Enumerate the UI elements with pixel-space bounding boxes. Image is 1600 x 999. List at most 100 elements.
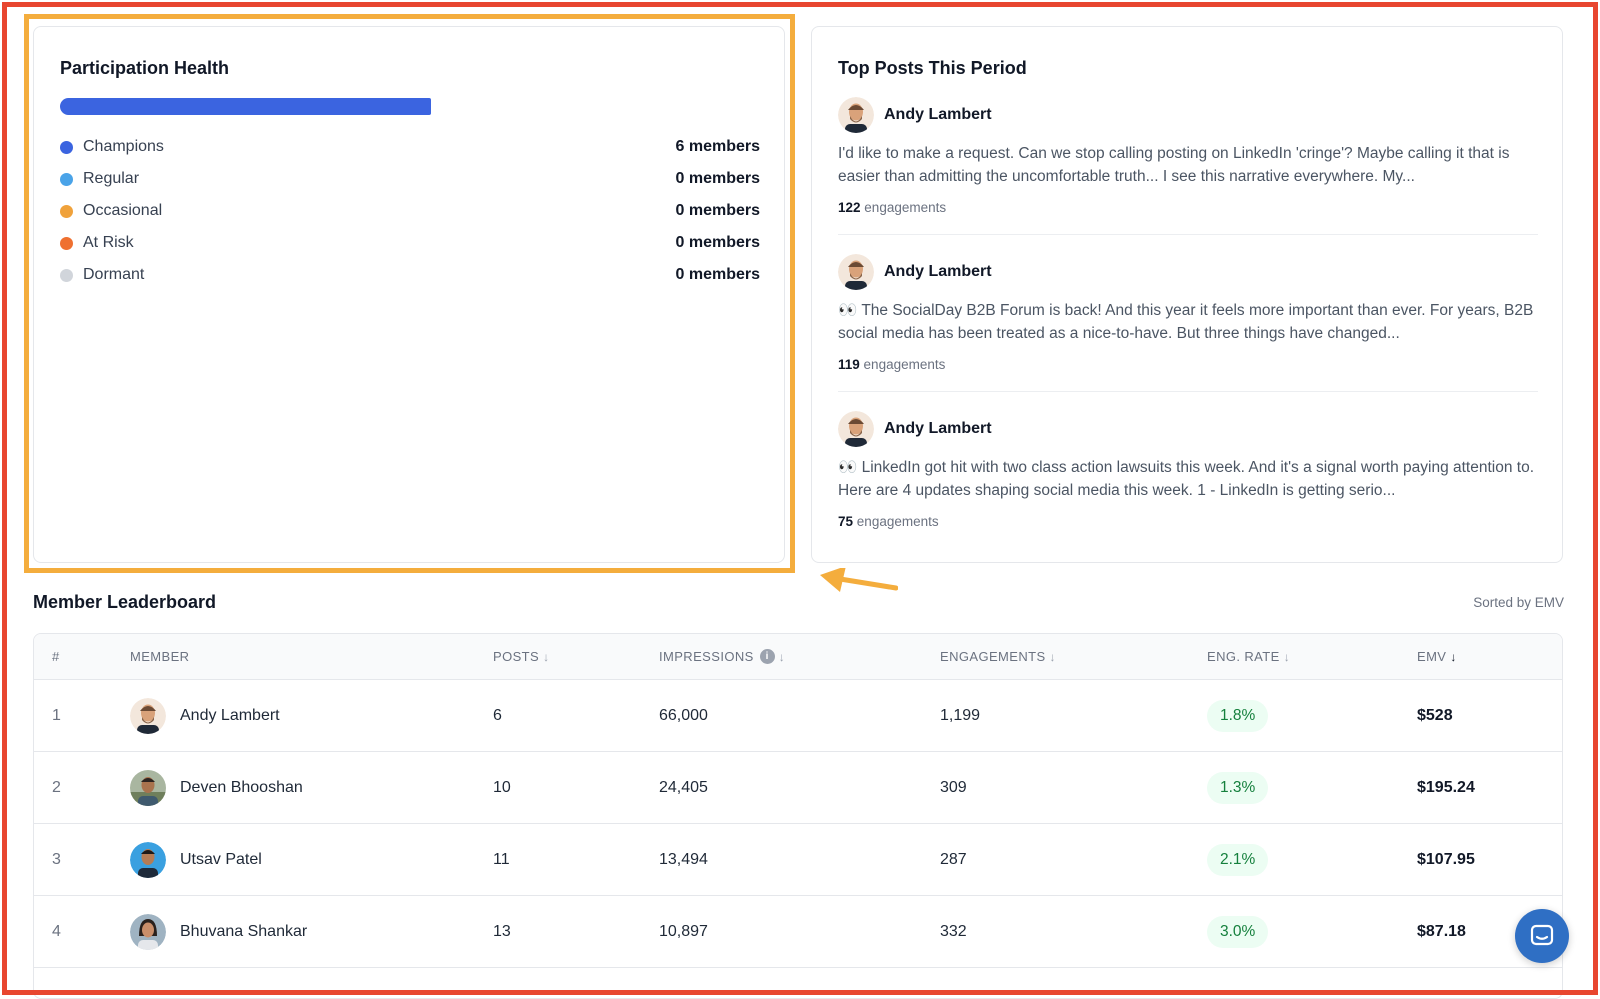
column-rank: # [52,649,60,664]
post-author[interactable]: Andy Lambert [884,263,992,280]
legend-row-dormant: Dormant 0 members [60,259,760,291]
legend-dot-dormant [60,268,73,282]
legend-dot-champions [60,140,73,154]
sort-arrow-active-icon: ↓ [1450,650,1457,664]
column-posts[interactable]: Posts ↓ [493,649,659,664]
eng-rate-badge: 1.3% [1207,771,1269,804]
eng-rate-badge: 3.0% [1207,915,1269,948]
engagement-count: 122 [838,200,861,215]
avatar [130,913,166,950]
engagement-count: 119 [838,357,860,372]
sort-arrow-icon: ↓ [543,650,550,664]
avatar [130,769,166,806]
leaderboard-title: Member Leaderboard [33,592,217,612]
post-item[interactable]: Andy Lambert I'd like to make a request.… [838,97,1538,215]
legend-row-at-risk: At Risk 0 members [60,227,760,259]
top-posts-card: Top Posts This Period Andy Lambert I'd l… [811,26,1563,563]
member-name[interactable]: Andy Lambert [180,706,280,724]
row-engagements: 287 [940,850,967,868]
row-member: Andy Lambert [130,697,493,734]
row-posts: 13 [493,922,511,940]
column-label: Eng. Rate [1207,649,1280,664]
post-engagements: 119 engagements [838,357,1538,372]
row-rank: 4 [52,922,61,940]
legend-row-regular: Regular 0 members [60,163,760,195]
table-row[interactable]: 3 Utsav Patel 11 13,494 287 2.1% $107.95 [34,824,1562,896]
legend-label: Champions [83,138,164,155]
column-eng-rate[interactable]: Eng. Rate ↓ [1207,649,1417,664]
post-item[interactable]: Andy Lambert 👀 The SocialDay B2B Forum i… [838,254,1538,372]
top-posts-title: Top Posts This Period [838,58,1027,78]
avatar [130,697,166,734]
info-icon[interactable]: i [759,649,775,664]
post-text: 👀 The SocialDay B2B Forum is back! And t… [838,302,1534,342]
engagement-label: engagements [856,514,939,529]
column-label: Engagements [940,649,1046,664]
legend-count: 0 members [675,234,761,251]
avatar [838,97,874,133]
post-divider [838,234,1538,235]
legend-label: Occasional [83,202,163,219]
row-engagements: 309 [940,778,967,796]
post-divider [838,391,1538,392]
column-impressions[interactable]: Impressions i ↓ [659,649,940,664]
row-emv: $107.95 [1417,850,1475,868]
member-name[interactable]: Deven Bhooshan [180,778,303,796]
row-emv: $87.18 [1417,922,1466,940]
column-label: Impressions [659,649,754,664]
eng-rate-badge: 1.8% [1207,699,1269,732]
legend-label: Regular [83,170,140,187]
row-rank: 2 [52,778,61,796]
sorted-by-label: Sorted by EMV [1473,595,1564,610]
chat-bubble-icon [1530,924,1554,946]
row-rank: 1 [52,706,61,724]
sort-arrow-icon: ↓ [778,649,786,664]
row-emv: $195.24 [1417,778,1475,796]
avatar [838,411,874,447]
row-posts: 10 [493,778,511,796]
legend-row-champions: Champions 6 members [60,131,760,163]
legend-dot-occasional [60,204,73,218]
row-member: Deven Bhooshan [130,769,493,806]
table-row[interactable]: 1 Andy Lambert 6 66,000 1,199 1.8% $528 [34,680,1562,752]
row-member: Bhuvana Shankar [130,913,493,950]
participation-health-title: Participation Health [60,58,230,78]
row-eng-rate: 1.3% [1207,771,1417,804]
legend-dot-at-risk [60,236,73,250]
row-posts: 6 [493,706,502,724]
leaderboard-table: # Member Posts ↓ Impressions i ↓ Engagement… [33,633,1563,999]
legend-label: At Risk [83,234,134,251]
row-impressions: 10,897 [659,922,708,940]
row-engagements: 1,199 [940,706,981,724]
table-row[interactable]: 4 Bhuvana Shankar 13 10,897 332 3.0% $87… [34,896,1562,968]
health-bar-fill-champions [60,98,431,115]
row-engagements: 332 [940,922,967,940]
row-rank: 3 [52,850,61,868]
sort-arrow-icon: ↓ [1049,650,1056,664]
row-member: Utsav Patel [130,841,493,878]
engagement-count: 75 [838,514,854,529]
row-emv: $528 [1417,706,1453,724]
row-eng-rate: 3.0% [1207,915,1417,948]
member-name[interactable]: Bhuvana Shankar [180,922,308,940]
table-header: # Member Posts ↓ Impressions i ↓ Engagement… [34,634,1562,680]
legend-label: Dormant [83,266,145,283]
post-author[interactable]: Andy Lambert [884,420,992,437]
post-item[interactable]: Andy Lambert 👀 LinkedIn got hit with two… [838,411,1538,529]
eng-rate-badge: 2.1% [1207,843,1269,876]
row-eng-rate: 1.8% [1207,699,1417,732]
column-engagements[interactable]: Engagements ↓ [940,649,1207,664]
post-author[interactable]: Andy Lambert [884,106,992,123]
member-name[interactable]: Utsav Patel [180,850,262,868]
chat-launcher-button[interactable] [1515,909,1569,963]
engagement-label: engagements [864,200,947,215]
arrow-left-icon [820,568,898,592]
legend-count: 0 members [675,266,761,283]
row-impressions: 13,494 [659,850,708,868]
legend-row-occasional: Occasional 0 members [60,195,760,227]
column-emv[interactable]: EMV ↓ [1417,649,1557,664]
post-header: Andy Lambert [838,97,1538,133]
post-text: I'd like to make a request. Can we stop … [838,145,1510,185]
table-row[interactable]: 2 Deven Bhooshan 10 24,405 309 1.3% $195… [34,752,1562,824]
legend-count: 0 members [675,202,761,219]
